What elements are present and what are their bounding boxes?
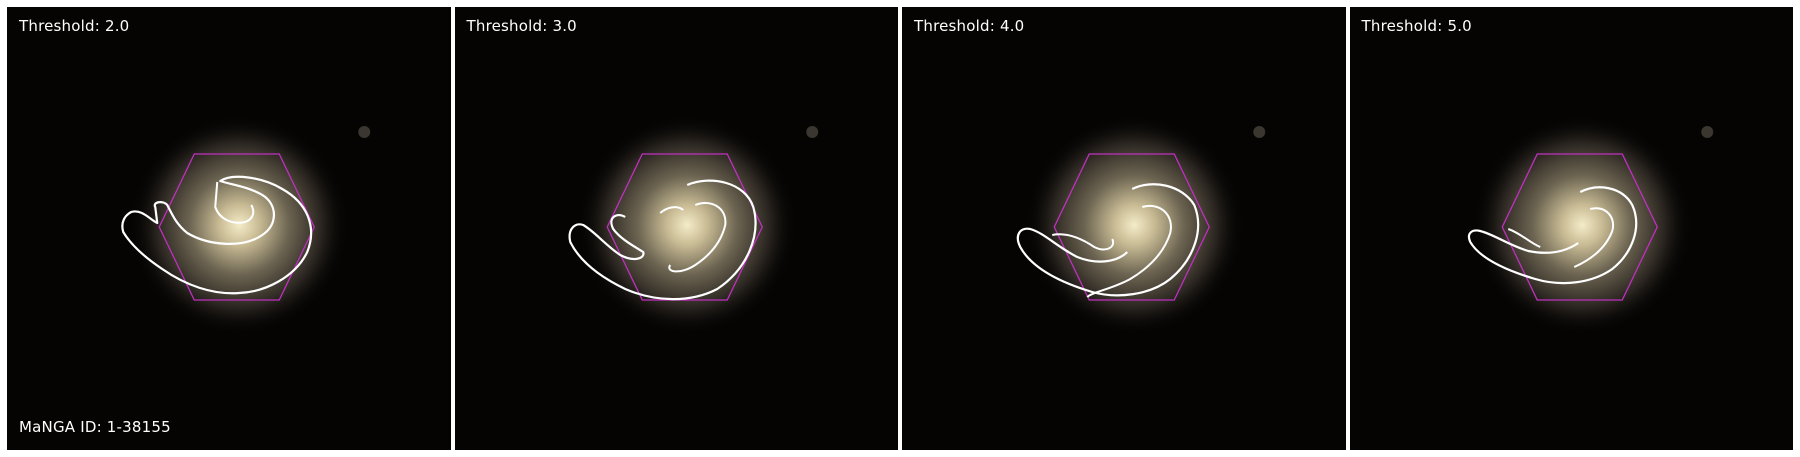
contour-fragment bbox=[1052, 233, 1115, 251]
contour-inner bbox=[1086, 204, 1172, 298]
ifu-hexagon bbox=[158, 153, 315, 301]
manga-id-label: MaNGA ID: 1-38155 bbox=[19, 418, 171, 436]
threshold-label: Threshold: 5.0 bbox=[1361, 17, 1472, 35]
contour-outline bbox=[568, 179, 757, 301]
ifu-hexagon bbox=[1501, 153, 1658, 301]
contour-outline bbox=[1467, 186, 1637, 285]
contour-fragment bbox=[659, 206, 684, 214]
background-star bbox=[805, 126, 818, 138]
panel-threshold-4: Threshold: 4.0 bbox=[902, 7, 1346, 450]
galaxy-glow bbox=[129, 115, 350, 335]
contour-inner bbox=[1573, 207, 1614, 268]
panel-threshold-3: Threshold: 3.0 bbox=[454, 7, 898, 450]
galaxy-glow bbox=[576, 115, 797, 335]
galaxy-image bbox=[568, 115, 818, 335]
threshold-label: Threshold: 3.0 bbox=[466, 17, 577, 35]
galaxy-image bbox=[121, 115, 371, 335]
galaxy-glow bbox=[1471, 115, 1692, 335]
panel-threshold-5: Threshold: 5.0 bbox=[1349, 7, 1793, 450]
contour-inner bbox=[667, 202, 726, 273]
contour-outline bbox=[1016, 183, 1200, 297]
galaxy-image bbox=[1016, 115, 1266, 335]
contour-inner bbox=[214, 181, 255, 224]
background-star bbox=[358, 126, 371, 138]
threshold-label: Threshold: 2.0 bbox=[19, 17, 130, 35]
contour-fragment bbox=[1507, 228, 1541, 248]
image-strip: Threshold: 2.0 MaNGA ID: 1-38155 Thresho… bbox=[7, 7, 1793, 450]
ifu-hexagon bbox=[606, 153, 763, 301]
panel-threshold-2: Threshold: 2.0 MaNGA ID: 1-38155 bbox=[7, 7, 451, 450]
background-star bbox=[1253, 126, 1266, 138]
contour-outline bbox=[121, 175, 313, 295]
galaxy-glow bbox=[1024, 115, 1245, 335]
ifu-hexagon bbox=[1053, 153, 1210, 301]
galaxy-image bbox=[1467, 115, 1713, 335]
threshold-label: Threshold: 4.0 bbox=[914, 17, 1025, 35]
background-star bbox=[1700, 126, 1713, 138]
